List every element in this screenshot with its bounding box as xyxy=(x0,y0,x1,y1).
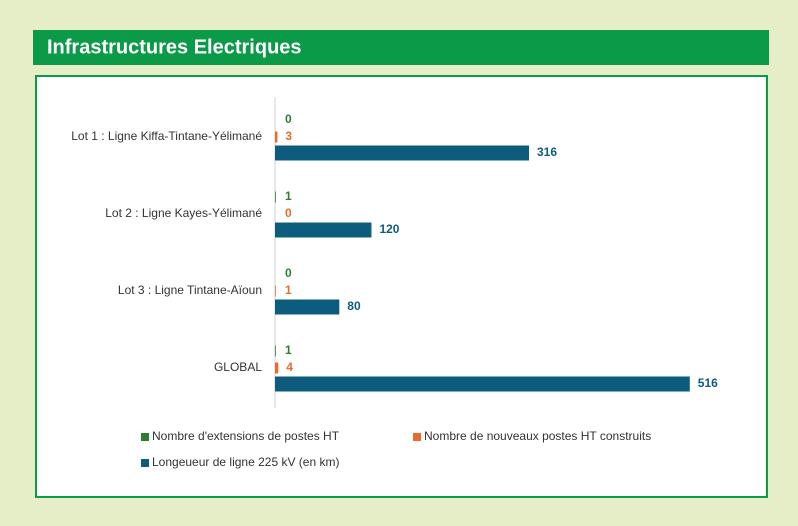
y-tick-label: Lot 1 : Ligne Kiffa-Tintane-Yélimané xyxy=(71,129,262,143)
data-label: 4 xyxy=(286,360,293,374)
legend-swatch xyxy=(413,433,421,441)
data-label: 0 xyxy=(285,112,292,126)
data-label: 0 xyxy=(285,206,292,220)
bar xyxy=(275,299,340,315)
y-tick-label: Lot 3 : Ligne Tintane-Aïoun xyxy=(118,283,262,297)
bar xyxy=(275,222,372,238)
header-bar xyxy=(33,30,769,65)
bar xyxy=(275,131,278,143)
data-label: 316 xyxy=(537,145,557,159)
legend-label: Nombre de nouveaux postes HT construits xyxy=(424,429,651,443)
bar xyxy=(275,376,690,392)
bar xyxy=(275,362,279,374)
data-label: 120 xyxy=(379,222,399,236)
bar xyxy=(275,145,530,161)
legend-swatch xyxy=(141,433,149,441)
data-label: 1 xyxy=(285,189,292,203)
data-label: 1 xyxy=(285,283,292,297)
bar xyxy=(275,285,276,297)
legend-swatch xyxy=(141,459,149,467)
data-label: 3 xyxy=(285,129,292,143)
y-tick-label: GLOBAL xyxy=(214,360,262,374)
bar xyxy=(275,191,276,203)
legend-label: Longeueur de ligne 225 kV (en km) xyxy=(152,455,339,469)
data-label: 80 xyxy=(347,299,361,313)
legend-label: Nombre d'extensions de postes HT xyxy=(152,429,340,443)
bar xyxy=(275,345,276,357)
data-label: 0 xyxy=(285,266,292,280)
chart-title: Infrastructures Electriques xyxy=(47,36,302,58)
y-tick-label: Lot 2 : Ligne Kayes-Yélimané xyxy=(105,206,262,220)
data-label: 1 xyxy=(285,343,292,357)
data-label: 516 xyxy=(698,376,718,390)
